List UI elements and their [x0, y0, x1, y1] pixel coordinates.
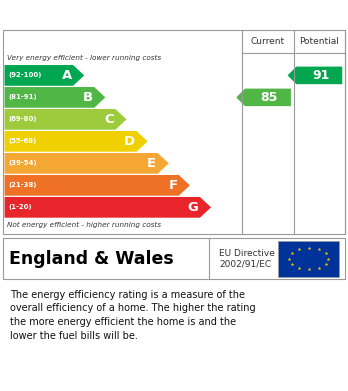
- Text: Current: Current: [251, 37, 285, 46]
- Text: (92-100): (92-100): [9, 72, 42, 78]
- Text: Potential: Potential: [299, 37, 339, 46]
- Text: E: E: [147, 157, 156, 170]
- Text: (55-68): (55-68): [9, 138, 37, 144]
- Text: 85: 85: [261, 91, 278, 104]
- Polygon shape: [5, 109, 127, 130]
- Polygon shape: [5, 175, 190, 196]
- Text: C: C: [104, 113, 114, 126]
- Text: (69-80): (69-80): [9, 117, 37, 122]
- Text: (81-91): (81-91): [9, 94, 37, 100]
- Polygon shape: [5, 65, 84, 86]
- Bar: [278, 240, 339, 276]
- Text: Very energy efficient - lower running costs: Very energy efficient - lower running co…: [7, 55, 161, 61]
- Polygon shape: [5, 197, 211, 218]
- Text: F: F: [168, 179, 177, 192]
- Polygon shape: [5, 87, 105, 108]
- Text: G: G: [188, 201, 198, 214]
- Text: The energy efficiency rating is a measure of the
overall efficiency of a home. T: The energy efficiency rating is a measur…: [10, 290, 256, 341]
- Text: B: B: [83, 91, 93, 104]
- Text: A: A: [62, 69, 72, 82]
- Text: (1-20): (1-20): [9, 204, 32, 210]
- Text: (21-38): (21-38): [9, 182, 37, 188]
- Polygon shape: [236, 89, 291, 106]
- Polygon shape: [5, 131, 148, 152]
- Text: Energy Efficiency Rating: Energy Efficiency Rating: [69, 7, 279, 22]
- Polygon shape: [5, 153, 169, 174]
- Text: (39-54): (39-54): [9, 160, 37, 166]
- Text: 91: 91: [312, 69, 329, 82]
- Text: EU Directive: EU Directive: [219, 249, 275, 258]
- Text: 2002/91/EC: 2002/91/EC: [219, 259, 271, 268]
- Polygon shape: [287, 66, 342, 84]
- Text: D: D: [124, 135, 135, 148]
- Text: Not energy efficient - higher running costs: Not energy efficient - higher running co…: [7, 222, 161, 228]
- Text: England & Wales: England & Wales: [9, 249, 173, 267]
